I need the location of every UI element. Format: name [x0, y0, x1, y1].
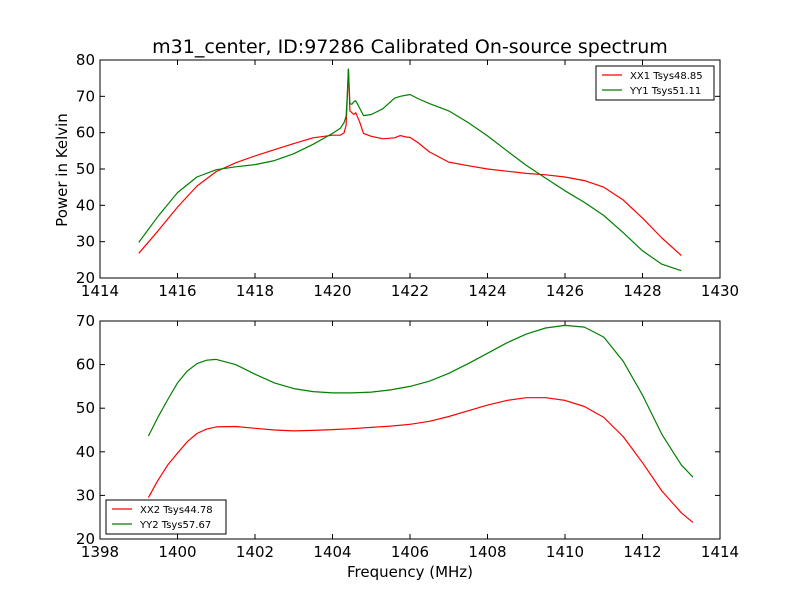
legend: XX1 Tsys48.85 YY1 Tsys51.11 — [595, 65, 715, 101]
series-line-xx1 — [138, 68, 682, 256]
legend-label: XX2 Tsys44.78 — [140, 505, 213, 516]
x-tick-label: 1400 — [158, 543, 196, 561]
y-axis-label: Power in Kelvin — [53, 113, 71, 227]
y-tick-label: 20 — [76, 269, 95, 287]
x-tick-label: 1406 — [391, 543, 429, 561]
chart-title: m31_center, ID:97286 Calibrated On-sourc… — [152, 36, 668, 58]
legend-label: YY2 Tsys57.67 — [139, 520, 211, 531]
x-tick-label: 1428 — [623, 282, 661, 300]
series-line-xx2 — [147, 397, 694, 523]
x-tick-label: 1402 — [236, 543, 274, 561]
y-tick-label: 40 — [76, 443, 95, 461]
x-tick-label: 1408 — [468, 543, 506, 561]
y-tick-label: 30 — [76, 486, 95, 504]
legend-box — [105, 499, 227, 535]
x-tick-label: 1426 — [546, 282, 584, 300]
y-tick-label: 20 — [76, 530, 95, 548]
y-tick-label: 30 — [76, 233, 95, 251]
bottom-spectrum-plot: 1398 1400 1402 1404 1406 1408 1410 1412 1414 20 30… — [76, 312, 739, 561]
x-tick-label: 1414 — [701, 543, 739, 561]
x-tick-label: 1424 — [468, 282, 506, 300]
x-axis-label: Frequency (MHz) — [347, 563, 473, 581]
legend-label: XX1 Tsys48.85 — [630, 71, 703, 82]
x-tick-label: 1414 — [81, 282, 119, 300]
x-tick-label: 1420 — [313, 282, 351, 300]
series-line-yy1 — [138, 68, 682, 272]
legend: XX2 Tsys44.78 YY2 Tsys57.67 — [105, 499, 227, 535]
x-tick-label: 1416 — [158, 282, 196, 300]
y-tick-label: 80 — [76, 51, 95, 69]
y-tick-label: 70 — [76, 312, 95, 330]
series-line-yy2 — [147, 324, 694, 478]
x-tick-label: 1410 — [546, 543, 584, 561]
x-tick-label: 1398 — [81, 543, 119, 561]
x-tick-label: 1404 — [313, 543, 351, 561]
legend-label: YY1 Tsys51.11 — [629, 86, 701, 97]
y-tick-label: 60 — [76, 356, 95, 374]
y-tick-label: 60 — [76, 124, 95, 142]
y-tick-label: 50 — [76, 160, 95, 178]
y-tick-label: 50 — [76, 399, 95, 417]
top-spectrum-plot: 1414 1416 1418 1420 1422 1424 1426 1428 1430 20 30… — [76, 51, 739, 300]
x-tick-label: 1418 — [236, 282, 274, 300]
x-tick-label: 1422 — [391, 282, 429, 300]
x-tick-label: 1412 — [623, 543, 661, 561]
y-tick-label: 70 — [76, 87, 95, 105]
x-tick-label: 1430 — [701, 282, 739, 300]
legend-box — [595, 65, 715, 101]
y-tick-label: 40 — [76, 196, 95, 214]
